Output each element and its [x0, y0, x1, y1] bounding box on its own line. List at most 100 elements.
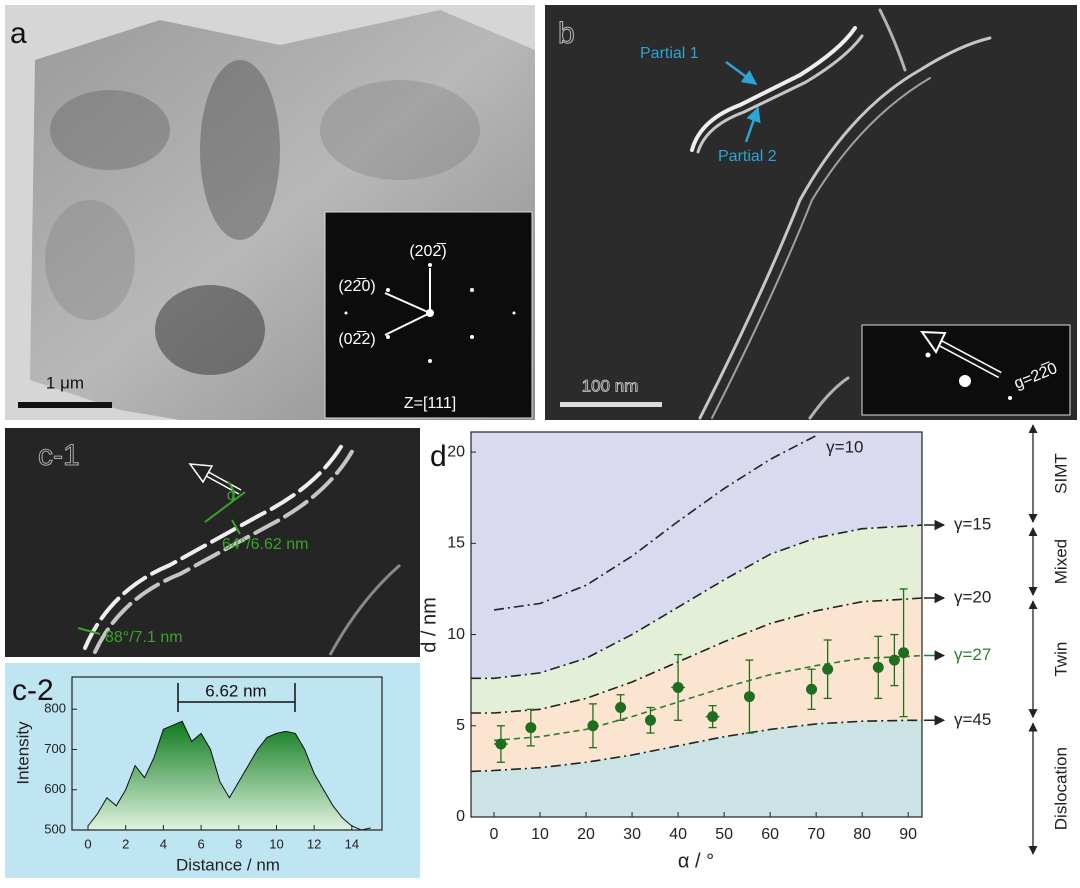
region-fill	[471, 598, 922, 772]
x-tick-label: 8	[235, 836, 242, 851]
x-tick-label: 14	[345, 836, 359, 851]
spot	[959, 375, 971, 387]
spot-label: (22̅0)	[338, 277, 375, 295]
dislocations	[690, 8, 992, 420]
profile-line	[87, 720, 371, 831]
curve-label: γ=27	[954, 645, 991, 664]
x-tick-label: 10	[269, 836, 283, 851]
angle-line	[204, 491, 246, 523]
curve	[493, 654, 922, 742]
point	[707, 711, 719, 723]
zone-axis: Z=[111]	[404, 395, 456, 412]
y-tick-label: 600	[44, 781, 66, 796]
x-tick-label: 80	[853, 826, 871, 843]
inset	[861, 324, 1071, 416]
plot-frame	[470, 431, 923, 818]
panel-label: a	[10, 17, 27, 50]
point	[644, 714, 656, 726]
panel-label: c-2	[12, 674, 54, 707]
curve-label: γ=45	[954, 710, 991, 729]
point	[495, 738, 507, 750]
arrow	[725, 60, 758, 86]
annotation: 64°/6.62 nm	[222, 536, 308, 553]
region-fill	[471, 525, 922, 713]
x-tick-label: 70	[807, 826, 825, 843]
y-tick-label: 700	[44, 741, 66, 756]
x-tick-label: 20	[577, 826, 595, 843]
point	[525, 722, 537, 734]
plot-frame	[71, 676, 383, 831]
panel-c1: c-1 α 64°/6.62 nm 88°/7.1 nm	[5, 428, 420, 657]
x-tick-label: 2	[122, 836, 129, 851]
y-tick-label: 20	[447, 443, 465, 460]
x-tick-label: 6	[197, 836, 204, 851]
g-arrow-head	[188, 463, 214, 484]
region-label: Mixed	[1051, 539, 1070, 584]
panel-b: b Partial 1 Partial 2 100 nm g=22̅0	[545, 5, 1077, 420]
point	[872, 661, 884, 673]
y-axis-label: Intensity	[13, 721, 32, 785]
scale-text: 1 μm	[46, 373, 84, 392]
annotation: 88°/7.1 nm	[105, 629, 183, 646]
marker-line	[231, 519, 241, 535]
spot	[925, 352, 931, 358]
partials	[328, 563, 401, 656]
x-tick-label: 0	[84, 836, 91, 851]
index-lines	[384, 268, 431, 336]
x-tick-label: 12	[307, 836, 321, 851]
x-tick-label: 30	[623, 826, 641, 843]
y-axis-label: d / nm	[418, 597, 440, 653]
curve	[471, 524, 922, 680]
g-arrow-head	[920, 330, 947, 354]
spot	[1008, 396, 1012, 400]
y-tick-label: 10	[447, 626, 465, 643]
point	[672, 681, 684, 693]
curve-label: γ=10	[826, 437, 863, 456]
plot-area	[471, 432, 922, 817]
x-tick-label: 4	[160, 836, 167, 851]
contrast	[45, 200, 135, 320]
region-fill	[471, 720, 922, 817]
annotation: Partial 1	[640, 45, 699, 62]
point	[587, 720, 599, 732]
angle-symbol: α	[227, 487, 236, 504]
point	[615, 702, 627, 714]
partials	[83, 438, 357, 654]
contrast	[50, 90, 170, 170]
point	[806, 683, 818, 695]
x-tick-label: 40	[669, 826, 687, 843]
x-tick-label: 0	[490, 826, 499, 843]
x-tick-label: 50	[715, 826, 733, 843]
y-tick-label: 15	[447, 535, 465, 552]
x-tick-label: 60	[761, 826, 779, 843]
region-label: Dislocation	[1051, 747, 1070, 830]
contrast	[320, 80, 480, 180]
point	[743, 691, 755, 703]
bracket	[177, 683, 296, 712]
x-axis-label: Distance / nm	[176, 855, 280, 874]
annotation: 6.62 nm	[205, 681, 266, 700]
area-fill	[88, 721, 371, 830]
point	[822, 663, 834, 675]
region-label: SIMT	[1051, 453, 1070, 494]
g-arrow	[939, 341, 1001, 377]
point	[888, 654, 900, 666]
x-tick-label: 10	[531, 826, 549, 843]
panel-label: c-1	[38, 439, 80, 472]
contrast	[155, 285, 265, 375]
x-tick-label: 90	[899, 826, 917, 843]
y-tick-label: 0	[456, 808, 465, 825]
region-fill	[471, 432, 922, 679]
curve	[471, 719, 922, 773]
panel-label: d	[430, 440, 447, 473]
scale-bar	[18, 402, 112, 408]
y-tick-label: 500	[44, 821, 66, 836]
curve-label: γ=15	[954, 515, 991, 534]
contrast	[200, 60, 280, 240]
curve-label: γ=20	[954, 588, 991, 607]
spot-label: (02̅2)	[338, 330, 375, 348]
y-tick-label: 5	[456, 717, 465, 734]
region-label: Twin	[1051, 642, 1070, 677]
